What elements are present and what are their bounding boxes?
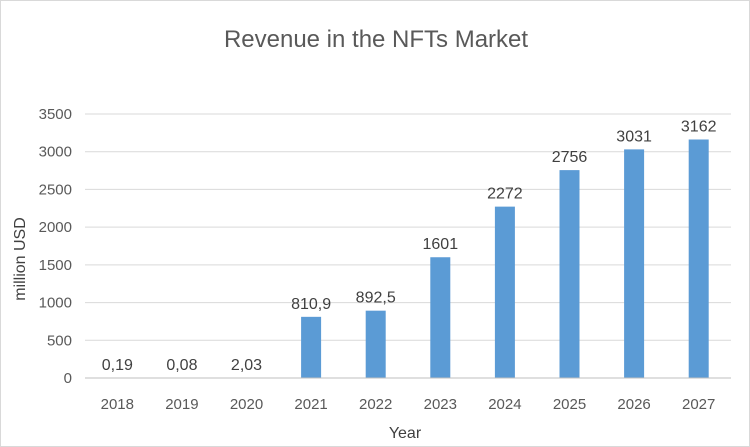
x-tick-label: 2023 [424,396,457,413]
data-label-2026: 3031 [616,128,652,145]
y-tick-label: 1500 [39,257,72,274]
bar-2027 [688,139,709,378]
x-tick-label: 2027 [682,396,715,413]
bar-2025 [559,170,580,378]
y-tick-label: 2500 [39,181,72,198]
data-label-2027: 3162 [681,118,717,135]
y-tick-label: 3500 [39,106,72,123]
x-tick-label: 2018 [101,396,134,413]
x-tick-label: 2022 [359,396,392,413]
x-axis-ticks: 2018 2019 2020 2021 2022 2023 2024 2025 2026 2027 [101,396,716,413]
y-axis-ticks: 0 500 1000 1500 2000 2500 3000 3500 [39,106,72,387]
bar-2026 [624,149,645,378]
x-tick-label: 2020 [230,396,263,413]
data-label-2025: 2756 [552,149,588,166]
bar-2022 [365,310,386,378]
data-labels: 0,19 0,08 2,03 810,9 892,5 1601 2272 2756 3031 31… [102,118,717,373]
data-label-2019: 0,08 [166,357,197,374]
x-tick-label: 2025 [553,396,586,413]
y-axis-title: million USD [12,217,29,301]
data-label-2020: 2,03 [231,357,262,374]
y-tick-label: 500 [47,332,72,349]
x-tick-label: 2021 [294,396,327,413]
chart-title: Revenue in the NFTs Market [224,26,528,53]
data-label-2024: 2272 [487,186,523,203]
y-tick-label: 2000 [39,219,72,236]
x-tick-label: 2019 [165,396,198,413]
x-tick-label: 2024 [488,396,521,413]
bar-2024 [494,206,515,378]
grid-lines [85,113,731,341]
y-tick-label: 1000 [39,295,72,312]
bars [107,139,709,378]
x-tick-label: 2026 [617,396,650,413]
x-axis-title: Year [389,425,422,442]
bar-2023 [430,257,451,378]
data-label-2018: 0,19 [102,357,133,374]
data-label-2021: 810,9 [291,296,331,313]
data-label-2022: 892,5 [356,290,396,307]
y-tick-label: 0 [64,370,72,387]
y-tick-label: 3000 [39,144,72,161]
data-label-2023: 1601 [423,236,459,253]
bar-2021 [301,316,322,378]
